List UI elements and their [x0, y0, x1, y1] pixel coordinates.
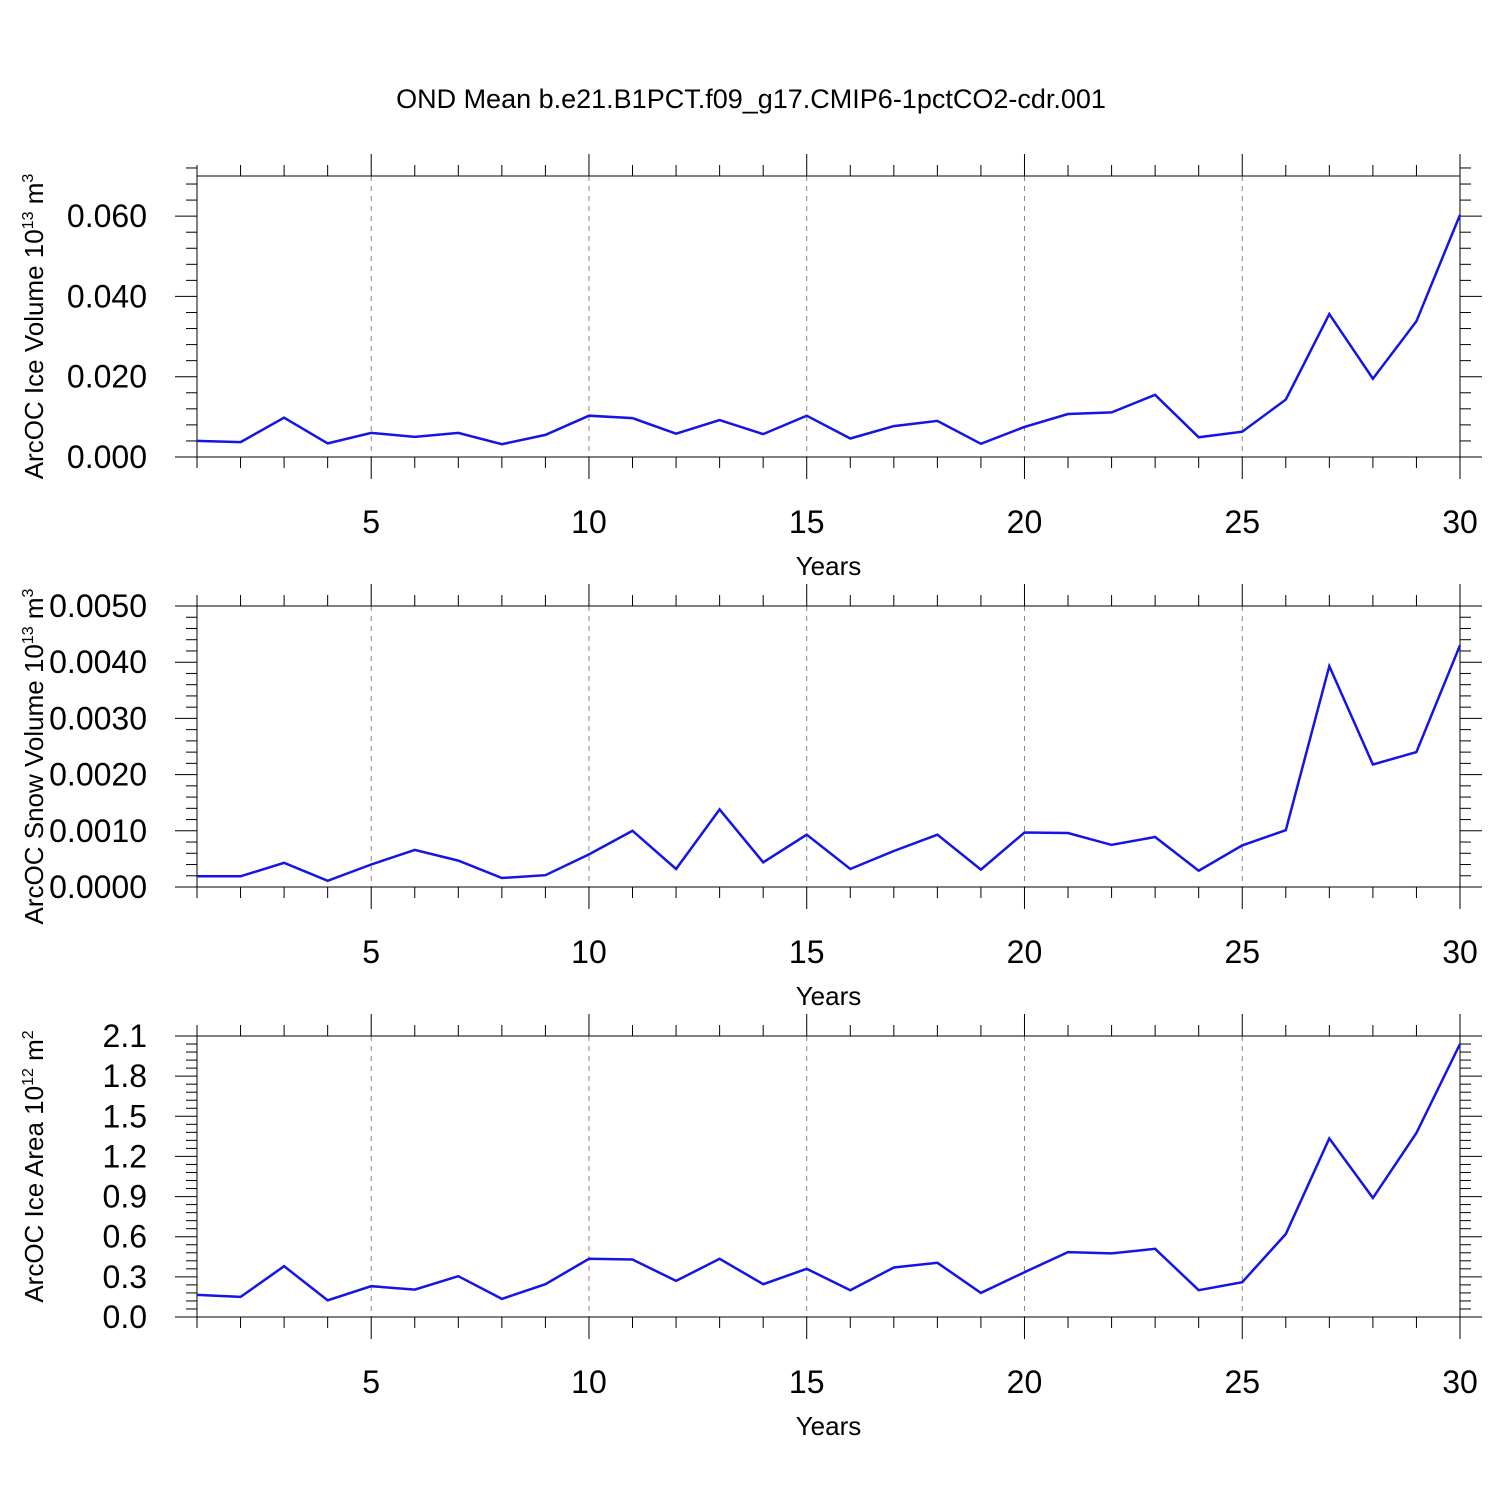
x-tick-label: 25	[1224, 1364, 1260, 1400]
x-tick-label: 5	[362, 1364, 380, 1400]
y-tick-label: 0.6	[103, 1219, 147, 1255]
y-tick-label: 0.0010	[49, 813, 147, 849]
y-axis-title: ArcOC Ice Volume 1013 m3	[19, 174, 49, 480]
plot-frame	[196, 1035, 1461, 1318]
x-axis-title: Years	[796, 981, 862, 1011]
y-axis-title: ArcOC Snow Volume 1013 m3	[19, 588, 49, 924]
x-tick-label: 10	[571, 934, 607, 970]
y-tick-label: 0.0050	[49, 588, 147, 624]
x-tick-label: 20	[1007, 934, 1043, 970]
series-line-ice_volume	[196, 214, 1462, 446]
x-tick-label: 15	[789, 504, 825, 540]
x-tick-label: 10	[571, 1364, 607, 1400]
plot-frame	[196, 175, 1461, 458]
y-tick-label: 0.0	[103, 1299, 147, 1335]
chart-panel-3: 0.0 0.3 0.6 0.9 1.2 1.5 1.8 2.1 5 10 15 20 25 30 Years…	[19, 1014, 1482, 1441]
x-tick-label: 5	[362, 934, 380, 970]
chart-panel-1: 0.000 0.020 0.040 0.060 5 10 15 20 25 30 Years ArcO…	[19, 154, 1482, 581]
y-tick-label: 0.0030	[49, 700, 147, 736]
y-tick-label: 1.5	[103, 1098, 147, 1134]
y-axis-title: ArcOC Ice Area 1012 m2	[19, 1030, 49, 1302]
x-tick-label: 20	[1007, 1364, 1043, 1400]
x-tick-label: 10	[571, 504, 607, 540]
y-tick-label: 1.8	[103, 1058, 147, 1094]
y-tick-label: 0.0040	[49, 644, 147, 680]
x-tick-label: 20	[1007, 504, 1043, 540]
x-axis-title: Years	[796, 551, 862, 581]
x-axis-title: Years	[796, 1411, 862, 1441]
x-tick-label: 15	[789, 1364, 825, 1400]
y-tick-label: 2.1	[103, 1018, 147, 1054]
x-tick-label: 25	[1224, 504, 1260, 540]
plot-frame	[196, 605, 1461, 888]
y-tick-label: 0.0020	[49, 757, 147, 793]
chart-panel-2: 0.0000 0.0010 0.0020 0.0030 0.0040 0.0050 5 10 1…	[19, 584, 1482, 1011]
figure-title: OND Mean b.e21.B1PCT.f09_g17.CMIP6-1pctC…	[396, 84, 1106, 114]
y-tick-label: 0.060	[67, 198, 147, 234]
y-tick-label: 0.9	[103, 1179, 147, 1215]
y-tick-label: 1.2	[103, 1138, 147, 1174]
x-tick-label: 5	[362, 504, 380, 540]
series-line-ice_area	[196, 1043, 1462, 1302]
x-tick-label: 15	[789, 934, 825, 970]
y-tick-label: 0.0000	[49, 869, 147, 905]
x-tick-label: 30	[1442, 504, 1478, 540]
x-tick-label: 30	[1442, 934, 1478, 970]
y-tick-label: 0.3	[103, 1259, 147, 1295]
series-line-snow_volume	[197, 644, 1462, 883]
x-tick-label: 30	[1442, 1364, 1478, 1400]
y-tick-label: 0.000	[67, 439, 147, 475]
x-tick-label: 25	[1224, 934, 1260, 970]
y-tick-label: 0.040	[67, 278, 147, 314]
y-tick-label: 0.020	[67, 359, 147, 395]
